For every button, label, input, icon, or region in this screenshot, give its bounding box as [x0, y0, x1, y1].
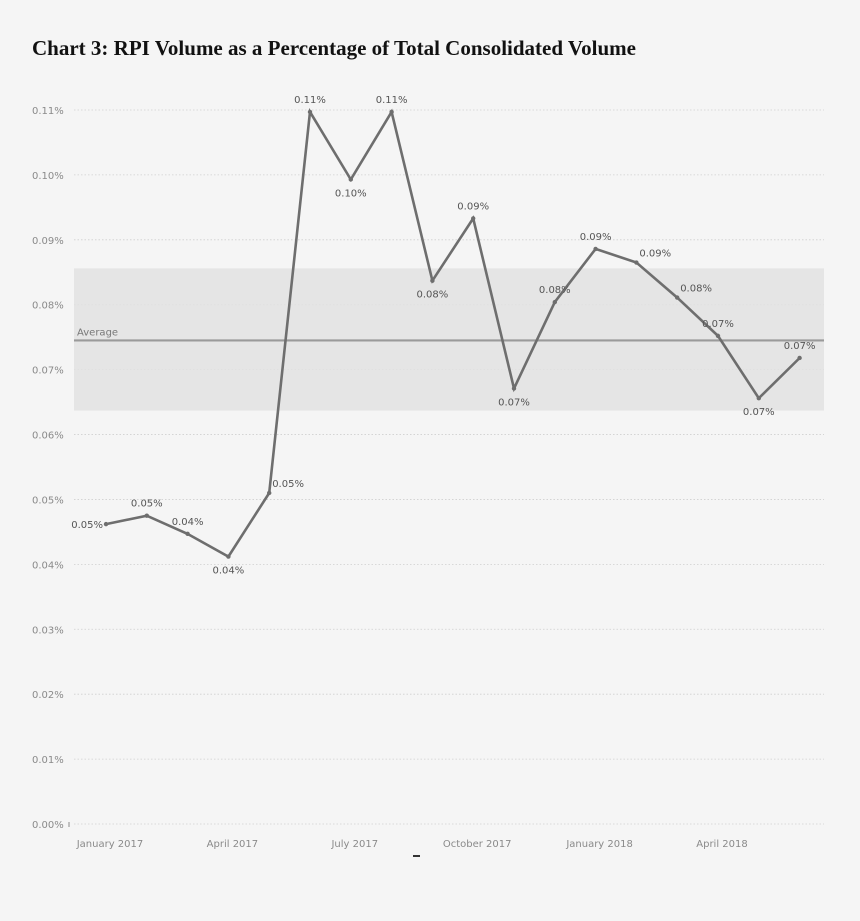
x-tick-label: January 2018 — [565, 839, 633, 850]
data-point — [552, 299, 557, 305]
series-rpi-volume — [103, 107, 802, 559]
data-label: 0.04% — [172, 517, 204, 528]
data-label: 0.08% — [539, 285, 571, 296]
data-point — [103, 521, 109, 527]
average-label: Average — [77, 327, 118, 338]
gridlines — [74, 109, 824, 825]
data-point — [715, 333, 721, 339]
data-label: 0.05% — [71, 520, 103, 531]
data-point — [797, 355, 802, 361]
data-label: 0.09% — [457, 201, 489, 212]
data-label: 0.11% — [294, 95, 326, 106]
data-label: 0.07% — [498, 397, 530, 408]
data-point — [185, 531, 190, 537]
y-tick-label: 0.01% — [32, 755, 64, 766]
data-labels: 0.05% 0.05% 0.04% 0.04% 0.05% 0.11% 0.10% 0.11%… — [71, 95, 815, 577]
data-label: 0.08% — [417, 290, 449, 301]
data-point — [267, 490, 272, 496]
data-point — [430, 278, 435, 283]
data-point — [511, 386, 517, 391]
x-tick-label: October 2017 — [443, 839, 512, 850]
data-point — [144, 513, 149, 518]
y-tick-label: 0.08% — [32, 301, 64, 312]
data-point — [389, 109, 394, 115]
data-label: 0.05% — [131, 499, 163, 510]
series-line — [105, 107, 801, 559]
dash-mark — [413, 855, 420, 857]
data-label: 0.08% — [680, 284, 712, 295]
average-band: Average — [74, 268, 824, 411]
data-label: 0.10% — [335, 188, 367, 199]
y-tick-label: 0.04% — [32, 560, 64, 571]
data-label: 0.07% — [743, 407, 775, 418]
data-point — [348, 177, 353, 182]
data-point — [226, 554, 231, 559]
data-point — [593, 246, 598, 252]
y-tick-label: 0.05% — [32, 495, 64, 506]
data-label: 0.11% — [376, 95, 408, 106]
y-tick-label: 0.07% — [32, 366, 64, 377]
data-label: 0.05% — [272, 479, 304, 490]
y-tick-label: 0.10% — [32, 171, 64, 182]
y-tick-label: 0.00% — [32, 820, 64, 831]
x-axis: January 2017 April 2017 July 2017 October 2… — [68, 822, 748, 850]
data-label: 0.07% — [702, 319, 734, 330]
chart-title: Chart 3: RPI Volume as a Percentage of T… — [32, 36, 636, 60]
data-point — [634, 260, 639, 265]
x-tick-label: January 2017 — [76, 839, 144, 850]
data-label: 0.09% — [639, 249, 671, 260]
data-point — [307, 109, 313, 115]
data-point — [471, 216, 476, 221]
data-point — [675, 295, 680, 300]
y-axis: 0.00% 0.01% 0.02% 0.03% 0.04% 0.05% 0.06% 0.07%… — [32, 106, 64, 831]
x-tick-label: April 2018 — [696, 839, 747, 850]
y-tick-label: 0.03% — [32, 625, 64, 636]
x-tick-label: April 2017 — [207, 839, 258, 850]
data-label: 0.07% — [784, 341, 816, 352]
y-tick-label: 0.06% — [32, 431, 64, 442]
data-point — [756, 395, 761, 401]
data-label: 0.09% — [580, 232, 612, 243]
y-tick-label: 0.02% — [32, 690, 64, 701]
y-tick-label: 0.11% — [32, 106, 64, 117]
x-tick-label: July 2017 — [330, 839, 378, 850]
y-tick-label: 0.09% — [32, 236, 64, 247]
data-label: 0.04% — [213, 566, 245, 577]
